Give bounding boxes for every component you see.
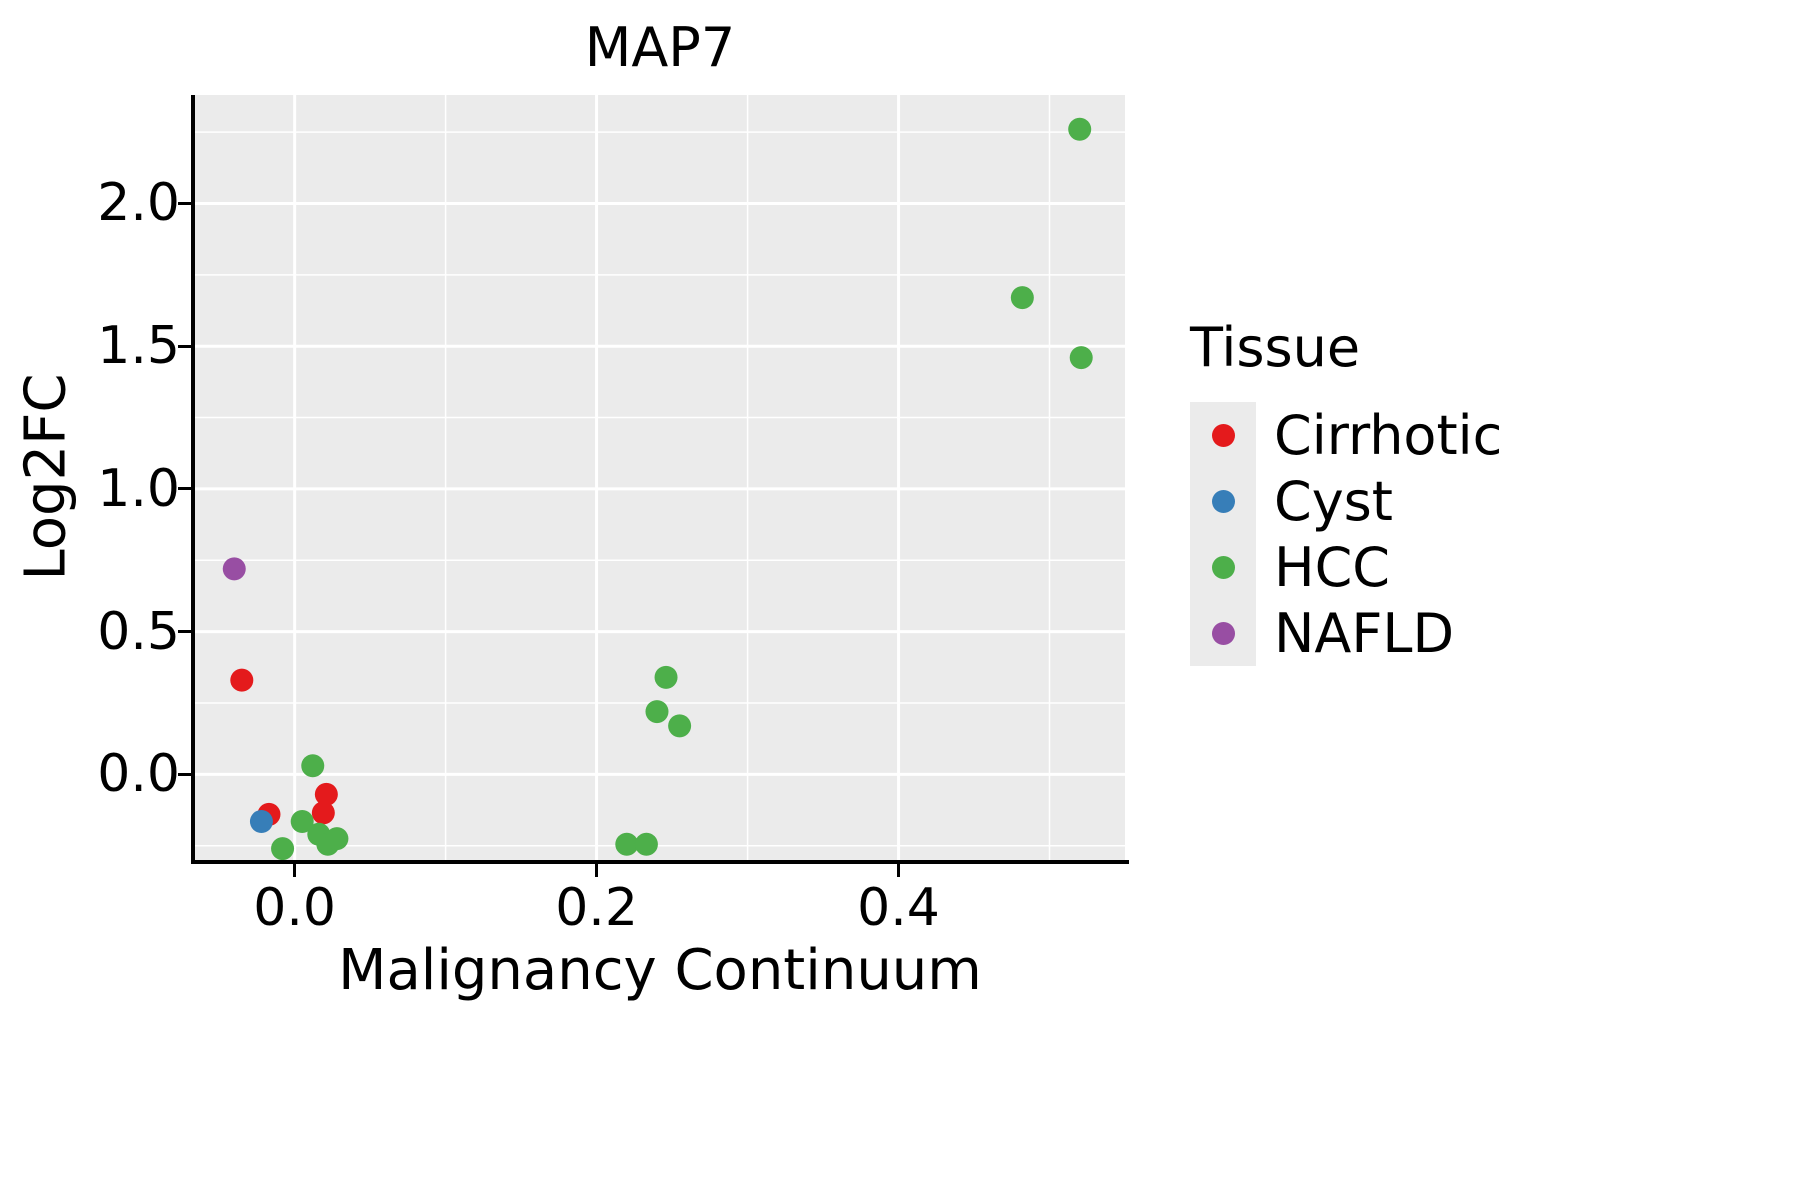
legend-label: Cirrhotic — [1274, 403, 1503, 467]
data-point-hcc — [654, 665, 678, 689]
y-tick-mark — [178, 772, 191, 776]
data-point-hcc — [1010, 286, 1034, 310]
legend-key — [1190, 534, 1256, 600]
y-tick-mark — [178, 201, 191, 205]
data-point-cirrhotic — [230, 668, 254, 692]
y-tick-label: 2.0 — [97, 173, 180, 234]
data-point-hcc — [325, 827, 349, 851]
legend-key — [1190, 468, 1256, 534]
legend-label: Cyst — [1274, 469, 1393, 533]
data-point-hcc — [290, 809, 314, 833]
legend-dot-icon — [1211, 621, 1235, 645]
legend-entry-cirrhotic: Cirrhotic — [1190, 402, 1502, 468]
x-tick-mark — [897, 864, 901, 877]
y-tick-label: 0.5 — [97, 601, 180, 662]
data-point-cyst — [249, 809, 273, 833]
y-tick-mark — [178, 630, 191, 634]
legend-entry-nafld: NAFLD — [1190, 600, 1502, 666]
legend-key — [1190, 402, 1256, 468]
legend-key — [1190, 600, 1256, 666]
y-tick-label: 1.0 — [97, 458, 180, 519]
legend-dot-icon — [1211, 423, 1235, 447]
plot-panel — [195, 95, 1125, 860]
data-point-nafld — [222, 557, 246, 581]
x-tick-mark — [595, 864, 599, 877]
legend-entry-cyst: Cyst — [1190, 468, 1502, 534]
x-tick-label: 0.2 — [555, 878, 638, 938]
data-point-hcc — [271, 837, 295, 860]
x-tick-mark — [293, 864, 297, 877]
data-point-hcc — [1069, 346, 1093, 370]
legend-dot-icon — [1211, 489, 1235, 513]
legend-entries: Cirrhotic Cyst HCC NAFLD — [1190, 402, 1502, 666]
y-tick-mark — [178, 344, 191, 348]
data-point-hcc — [301, 754, 325, 778]
data-point-cirrhotic — [314, 782, 338, 806]
y-tick-label: 1.5 — [97, 316, 180, 377]
y-tick-mark — [178, 487, 191, 491]
y-axis-label: Log2FC — [13, 373, 79, 581]
x-axis-line — [191, 860, 1129, 864]
data-point-hcc — [634, 832, 658, 856]
legend-entry-hcc: HCC — [1190, 534, 1502, 600]
legend-title: Tissue — [1190, 316, 1361, 379]
y-axis-line — [191, 95, 195, 864]
legend-label: NAFLD — [1274, 601, 1455, 665]
data-point-hcc — [615, 832, 639, 856]
legend-label: HCC — [1274, 535, 1391, 599]
data-point-hcc — [645, 700, 669, 724]
x-tick-label: 0.0 — [253, 878, 336, 938]
data-point-hcc — [668, 714, 692, 738]
data-point-cirrhotic — [311, 801, 335, 825]
x-tick-label: 0.4 — [857, 878, 940, 938]
plot-svg — [195, 95, 1125, 860]
x-axis-label: Malignancy Continuum — [338, 938, 982, 1003]
data-point-hcc — [1068, 117, 1092, 141]
y-tick-label: 0.0 — [97, 744, 180, 805]
plot-title: MAP7 — [584, 16, 736, 79]
legend-dot-icon — [1211, 555, 1235, 579]
